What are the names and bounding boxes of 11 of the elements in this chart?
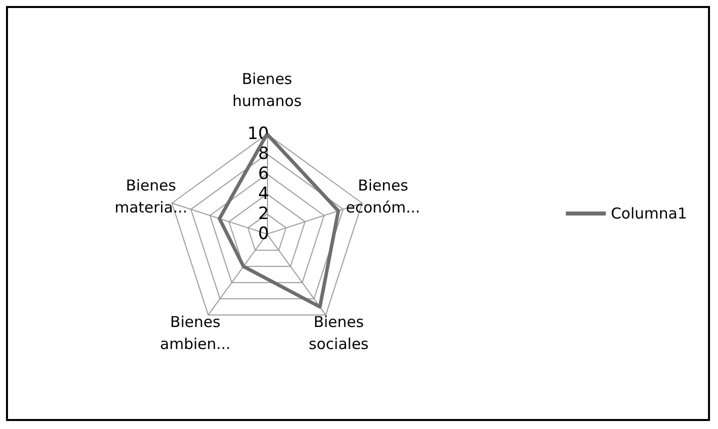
spoke-label: Bienes ambien... bbox=[160, 312, 231, 353]
spoke-label: Bienes sociales bbox=[308, 312, 369, 353]
spoke-label: Bienes económ... bbox=[346, 176, 420, 216]
spoke-label: Bienes humanos bbox=[232, 70, 302, 110]
y-tick-label: 6 bbox=[258, 164, 269, 184]
y-tick-label: 2 bbox=[258, 204, 269, 224]
legend-label: Columna1 bbox=[610, 204, 688, 222]
spoke-label: Bienes materia... bbox=[114, 176, 188, 216]
y-tick-label: 0 bbox=[258, 224, 269, 244]
y-tick-label: 8 bbox=[258, 144, 269, 164]
y-tick-label: 4 bbox=[258, 184, 269, 204]
